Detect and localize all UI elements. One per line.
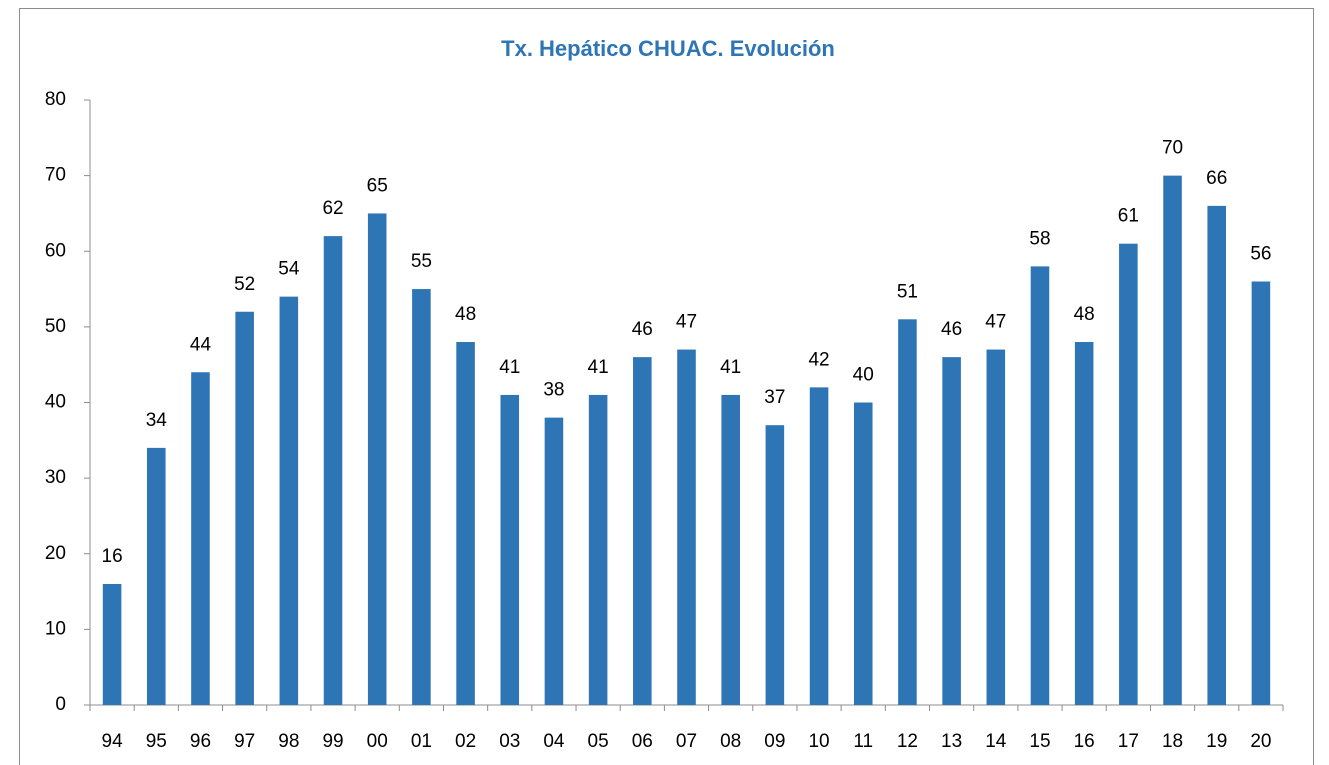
data-label: 70	[1162, 138, 1183, 159]
bar	[942, 357, 961, 705]
data-label: 65	[367, 175, 388, 196]
data-label: 46	[941, 319, 962, 340]
bar	[1030, 266, 1050, 705]
data-label: 41	[588, 357, 609, 378]
data-label: 54	[278, 259, 300, 280]
bar	[898, 319, 917, 705]
data-label: 46	[632, 319, 653, 340]
bar	[235, 311, 254, 705]
data-label: 48	[455, 304, 476, 325]
x-tick-label: 10	[808, 731, 829, 752]
bar	[809, 387, 829, 705]
data-label: 62	[322, 198, 343, 219]
data-label: 37	[764, 387, 785, 408]
x-tick-label: 12	[897, 731, 918, 752]
data-label: 47	[985, 312, 1006, 333]
x-tick-label: 14	[985, 731, 1007, 752]
y-tick-label: 30	[45, 467, 66, 488]
x-tick-label: 19	[1206, 731, 1227, 752]
x-tick-label: 20	[1250, 731, 1271, 752]
data-label: 52	[234, 274, 255, 295]
data-label: 58	[1029, 228, 1050, 249]
x-tick-label: 95	[146, 731, 167, 752]
data-label: 41	[499, 357, 520, 378]
bar	[191, 372, 210, 705]
bar	[1251, 281, 1271, 705]
x-tick-label: 06	[632, 731, 653, 752]
bar	[1207, 205, 1227, 705]
data-label: 41	[720, 357, 741, 378]
bar	[544, 417, 564, 705]
data-label: 16	[102, 546, 123, 567]
data-label: 66	[1206, 168, 1227, 189]
bar	[367, 213, 387, 705]
x-tick-label: 98	[278, 731, 299, 752]
chart-title: Tx. Hepático CHUAC. Evolución	[501, 36, 835, 61]
x-tick-label: 07	[676, 731, 697, 752]
x-tick-label: 11	[853, 731, 873, 752]
x-tick-label: 09	[764, 731, 785, 752]
data-label: 42	[808, 349, 829, 370]
x-tick-label: 03	[499, 731, 520, 752]
data-label: 61	[1118, 206, 1139, 227]
data-label: 47	[676, 312, 697, 333]
y-tick-label: 60	[45, 240, 66, 261]
x-tick-label: 99	[322, 731, 343, 752]
bar	[146, 447, 166, 705]
x-tick-label: 04	[543, 731, 565, 752]
bar	[633, 357, 652, 705]
x-tick-label: 17	[1118, 731, 1139, 752]
data-label: 48	[1074, 304, 1095, 325]
bar	[986, 349, 1006, 705]
x-tick-label: 01	[411, 731, 432, 752]
data-label: 40	[853, 365, 874, 386]
data-label: 34	[146, 410, 168, 431]
x-tick-label: 00	[367, 731, 388, 752]
x-tick-label: 16	[1074, 731, 1095, 752]
data-label: 55	[411, 251, 432, 272]
bar	[412, 289, 431, 705]
y-tick-label: 20	[45, 543, 66, 564]
chart-border	[19, 8, 1314, 765]
bar	[456, 342, 475, 705]
x-tick-label: 08	[720, 731, 741, 752]
x-tick-label: 97	[234, 731, 255, 752]
y-tick-label: 0	[55, 694, 66, 715]
bar	[1163, 175, 1182, 705]
bar	[721, 394, 740, 705]
bar	[1074, 342, 1094, 705]
bar	[102, 584, 122, 705]
x-tick-label: 15	[1029, 731, 1050, 752]
y-tick-label: 50	[45, 316, 66, 337]
x-tick-label: 13	[941, 731, 962, 752]
y-tick-label: 10	[45, 618, 66, 639]
bar	[323, 236, 343, 705]
bar	[765, 425, 785, 705]
x-tick-label: 94	[102, 731, 124, 752]
x-tick-label: 02	[455, 731, 476, 752]
bar	[500, 394, 520, 705]
x-tick-label: 96	[190, 731, 211, 752]
data-label: 51	[897, 281, 918, 302]
data-label: 56	[1250, 244, 1271, 265]
y-tick-label: 70	[45, 165, 66, 186]
y-tick-label: 40	[45, 392, 66, 413]
bar	[1119, 243, 1138, 705]
x-tick-label: 05	[588, 731, 609, 752]
data-label: 38	[543, 380, 564, 401]
bar	[588, 394, 608, 705]
y-tick-label: 80	[45, 89, 66, 110]
bar	[677, 349, 696, 705]
bar	[279, 296, 299, 705]
x-tick-label: 18	[1162, 731, 1183, 752]
data-label: 44	[190, 334, 212, 355]
bar	[853, 402, 873, 705]
